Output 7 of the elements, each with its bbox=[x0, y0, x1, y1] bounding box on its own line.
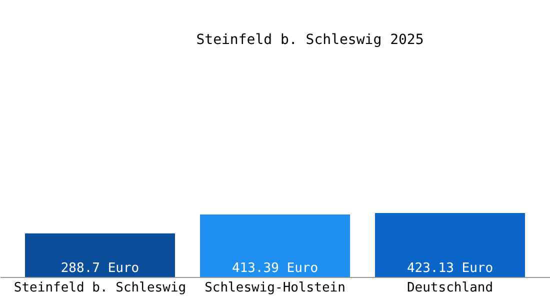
x-tick-label: Steinfeld b. Schleswig bbox=[14, 280, 186, 296]
data-label: 413.39 Euro bbox=[232, 261, 318, 276]
x-tick-label: Schleswig-Holstein bbox=[204, 280, 346, 296]
data-label: 288.7 Euro bbox=[60, 261, 140, 276]
data-label: 423.13 Euro bbox=[406, 261, 494, 276]
chart-title: Steinfeld b. Schleswig 2025 bbox=[196, 32, 424, 48]
x-tick-label: Deutschland bbox=[406, 280, 494, 296]
